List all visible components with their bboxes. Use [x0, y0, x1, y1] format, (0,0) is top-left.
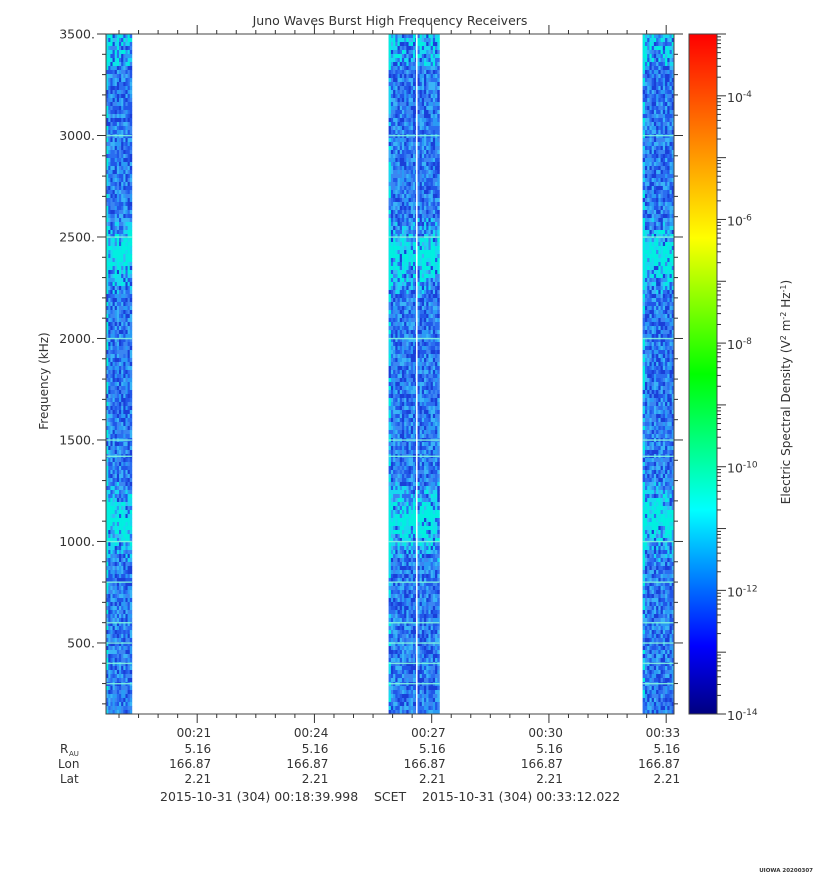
- narrowband-line: [642, 662, 674, 665]
- colorbar-fill: [689, 34, 717, 714]
- narrowband-line: [388, 682, 440, 685]
- ephem-lon-value: 166.87: [638, 757, 680, 771]
- ephem-lon-value: 166.87: [286, 757, 328, 771]
- ephem-r-value: 5.16: [536, 742, 563, 756]
- ephem-lat-value: 2.21: [302, 772, 329, 786]
- colorbar-label: Electric Spectral Density (V2 m-2 Hz-1): [779, 280, 794, 504]
- ephem-label-lon: Lon: [58, 757, 79, 771]
- narrowband-line: [106, 682, 132, 685]
- footer-start-time: 2015-10-31 (304) 00:18:39.998: [160, 789, 358, 804]
- burst-segment: [106, 34, 133, 714]
- ephem-r-value: 5.16: [419, 742, 446, 756]
- narrowband-line: [388, 455, 440, 458]
- ephem-time-value: 00:24: [294, 726, 329, 740]
- ephem-r-value: 5.16: [653, 742, 680, 756]
- chart-title: Juno Waves Burst High Frequency Receiver…: [252, 13, 528, 28]
- y-tick-label: 500.: [67, 635, 95, 650]
- ephem-lat-value: 2.21: [536, 772, 563, 786]
- narrowband-line: [388, 236, 440, 238]
- narrowband-line: [388, 581, 440, 583]
- colorbar-tick-label: 10-12: [727, 584, 758, 599]
- narrowband-line: [642, 581, 674, 583]
- narrowband-line: [642, 455, 674, 458]
- burst-segment: [642, 34, 674, 714]
- narrowband-line: [106, 455, 132, 458]
- ephem-time-value: 00:27: [411, 726, 446, 740]
- y-tick-label: 2500.: [59, 229, 95, 244]
- ephem-lon-value: 166.87: [169, 757, 211, 771]
- colorbar: 10-4 10-6 10-8 10-10 10-12 10-14: [688, 33, 758, 723]
- ephem-r-value: 5.16: [184, 742, 211, 756]
- narrowband-line: [388, 134, 440, 137]
- credit-stamp: UIOWA 20200307: [759, 868, 813, 874]
- y-tick-label: 1000.: [59, 534, 95, 549]
- ephem-lat-value: 2.21: [184, 772, 211, 786]
- y-tick-label: 1500.: [59, 432, 95, 447]
- narrowband-line: [388, 337, 440, 340]
- narrowband-line: [642, 134, 674, 137]
- y-axis: 500. 1000. 1500. 2000. 2500. 3000. 3500.: [59, 27, 683, 705]
- narrowband-line: [642, 682, 674, 685]
- narrowband-line: [642, 540, 674, 543]
- ephem-label-lat: Lat: [60, 772, 79, 786]
- narrowband-line: [106, 540, 132, 543]
- y-tick-label: 2000.: [59, 331, 95, 346]
- plot-frame: [105, 33, 675, 715]
- gap-line: [416, 34, 418, 714]
- ephem-label-r: R: [60, 742, 68, 756]
- colorbar-tick-label: 10-14: [727, 708, 758, 723]
- ephem-r-value: 5.16: [302, 742, 329, 756]
- narrowband-line: [642, 236, 674, 238]
- ephemeris-table: R AULonLat00:215.16166.872.2100:245.16166…: [58, 726, 680, 786]
- narrowband-line: [106, 662, 132, 665]
- narrowband-line: [642, 642, 674, 644]
- narrowband-line: [106, 642, 132, 644]
- burst-segment: [388, 34, 440, 714]
- narrowband-line: [642, 439, 674, 441]
- colorbar-frame: [688, 33, 718, 715]
- ephem-label-r-sub: AU: [69, 750, 79, 758]
- narrowband-line: [106, 581, 132, 583]
- narrowband-line: [106, 134, 132, 137]
- ephem-time-value: 00:30: [528, 726, 563, 740]
- ephem-time-value: 00:21: [177, 726, 212, 740]
- narrowband-line: [388, 439, 440, 441]
- y-tick-label: 3000.: [59, 128, 95, 143]
- ephem-lon-value: 166.87: [521, 757, 563, 771]
- narrowband-line: [642, 337, 674, 340]
- footer-end-time: 2015-10-31 (304) 00:33:12.022: [422, 789, 620, 804]
- ephem-time-value: 00:33: [646, 726, 681, 740]
- ephem-lat-value: 2.21: [653, 772, 680, 786]
- footer-scet: SCET: [374, 789, 407, 804]
- ephem-lon-value: 166.87: [404, 757, 446, 771]
- narrowband-line: [106, 439, 132, 441]
- colorbar-tick-label: 10-10: [727, 461, 758, 476]
- narrowband-line: [388, 540, 440, 543]
- narrowband-line: [106, 337, 132, 340]
- y-axis-label: Frequency (kHz): [37, 332, 51, 429]
- narrowband-line: [388, 662, 440, 665]
- colorbar-tick-label: 10-6: [727, 213, 752, 228]
- x-axis: [118, 25, 667, 723]
- narrowband-line: [388, 622, 440, 624]
- narrowband-line: [106, 622, 132, 624]
- ephem-lat-value: 2.21: [419, 772, 446, 786]
- colorbar-tick-label: 10-4: [727, 90, 752, 105]
- y-tick-label: 3500.: [59, 27, 95, 42]
- plot-area: [106, 34, 674, 714]
- colorbar-tick-label: 10-8: [727, 337, 752, 352]
- narrowband-line: [642, 622, 674, 624]
- narrowband-line: [106, 236, 132, 238]
- narrowband-line: [388, 642, 440, 644]
